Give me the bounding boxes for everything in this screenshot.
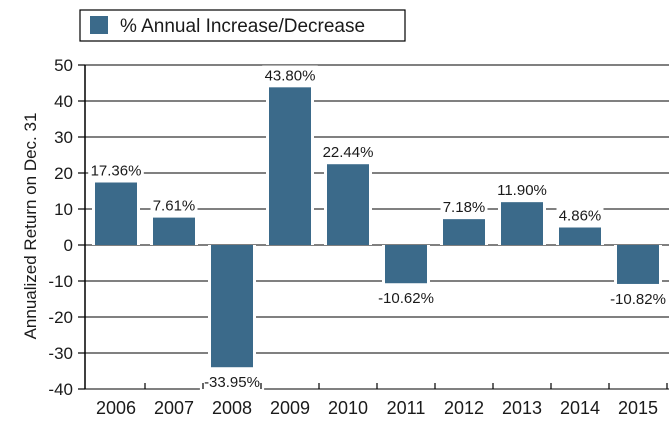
- bar-2010: [327, 164, 369, 245]
- data-label: 4.86%: [559, 208, 602, 225]
- x-tick-label: 2010: [328, 398, 368, 418]
- legend-swatch: [90, 16, 108, 34]
- y-tick-label: -40: [48, 380, 73, 399]
- y-tick-label: 40: [54, 92, 73, 111]
- data-label-background: [440, 197, 488, 217]
- data-label-background: [88, 160, 144, 180]
- data-label: 22.44%: [323, 144, 374, 161]
- bar-2006: [95, 182, 137, 245]
- data-label: -10.62%: [378, 290, 434, 307]
- bar-2013: [501, 202, 543, 245]
- data-label: 7.61%: [153, 198, 196, 215]
- bar-2014: [559, 227, 601, 245]
- data-label-background: [262, 65, 318, 85]
- bars: 17.36% 7.61% -33.95% 43.80% 22.44% -10.62% 7.1…: [88, 65, 669, 392]
- bar-2012: [443, 219, 485, 245]
- bar-2015: [617, 245, 659, 284]
- legend-box: [79, 9, 406, 42]
- y-tick-label: 0: [64, 236, 73, 255]
- data-label-background: [605, 288, 669, 308]
- x-tick-label: 2011: [387, 398, 426, 418]
- data-label-background: [320, 142, 376, 162]
- x-tick-label: 2014: [560, 398, 600, 418]
- data-label: 11.90%: [497, 182, 547, 199]
- data-label-background: [373, 288, 439, 308]
- data-label: 7.18%: [443, 199, 486, 216]
- data-label: -33.95%: [204, 374, 260, 391]
- legend: % Annual Increase/Decrease: [79, 9, 406, 42]
- x-tick-label: 2008: [212, 398, 252, 418]
- y-tick-label: -20: [48, 308, 73, 327]
- data-label: -10.82%: [610, 291, 666, 308]
- data-label-background: [199, 372, 265, 392]
- y-axis-ticks: 50 40 30 20 10 0 -10 -20 -30 -40: [48, 56, 85, 399]
- y-tick-label: -30: [48, 344, 73, 363]
- y-tick-label: 30: [54, 128, 73, 147]
- x-tick-label: 2009: [270, 398, 310, 418]
- y-tick-label: 10: [54, 200, 73, 219]
- x-tick-label: 2006: [96, 398, 136, 418]
- y-tick-label: 20: [54, 164, 73, 183]
- x-tick-label: 2015: [618, 398, 658, 418]
- x-tick-label: 2013: [502, 398, 542, 418]
- data-label-background: [556, 205, 604, 225]
- y-tick-label: 50: [54, 56, 73, 75]
- data-label-background: [150, 195, 198, 215]
- bar-2011: [385, 245, 427, 284]
- data-label: 17.36%: [91, 163, 142, 180]
- bar-2007: [153, 217, 195, 245]
- x-axis-ticks: 2006 2007 2008 2009 2010 2011 2012 2013 2014 2015: [96, 383, 668, 418]
- x-tick-label: 2012: [444, 398, 484, 418]
- legend-label: % Annual Increase/Decrease: [120, 16, 365, 37]
- y-axis-label: Annualized Return on Dec. 31: [21, 113, 40, 340]
- data-label: 43.80%: [265, 67, 316, 84]
- data-label-background: [494, 180, 550, 200]
- bar-2009: [269, 87, 311, 245]
- x-tick-label: 2007: [154, 398, 194, 418]
- y-tick-label: -10: [48, 272, 73, 291]
- bar-2008: [211, 245, 253, 368]
